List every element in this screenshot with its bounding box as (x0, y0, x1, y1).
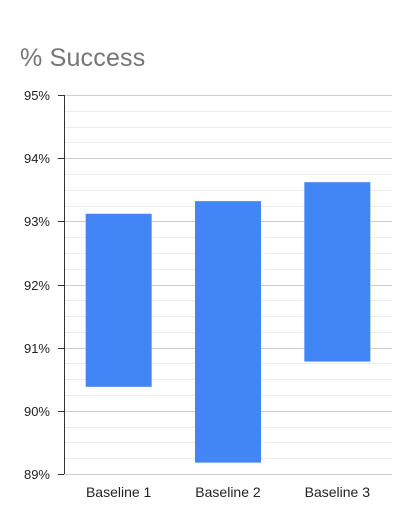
chart-title: % Success (20, 44, 146, 72)
x-category-label: Baseline 2 (195, 484, 261, 500)
y-tick-label: 94% (24, 151, 50, 166)
x-category-label: Baseline 1 (86, 484, 152, 500)
bar-2 (195, 201, 261, 463)
y-tick-label: 95% (24, 88, 50, 103)
y-tick-label: 90% (24, 404, 50, 419)
y-tick-label: 89% (24, 467, 50, 482)
bar-3 (304, 182, 371, 362)
x-category-label: Baseline 3 (305, 484, 371, 500)
bar-1 (85, 213, 152, 387)
y-tick-label: 92% (24, 278, 50, 293)
y-tick-label: 91% (24, 341, 50, 356)
y-tick-label: 93% (24, 214, 50, 229)
